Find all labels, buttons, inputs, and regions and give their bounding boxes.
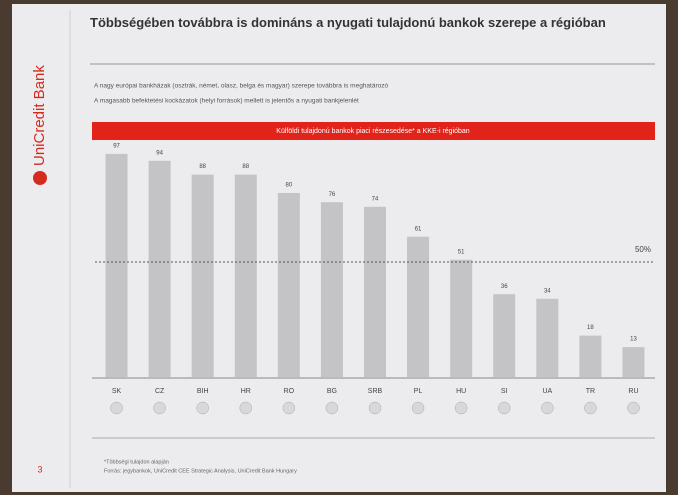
bar <box>493 294 515 377</box>
flag <box>283 402 295 414</box>
x-tick-label: CZ <box>155 388 165 395</box>
value-label: 13 <box>630 337 637 343</box>
value-label: 18 <box>587 325 594 331</box>
x-tick-label: SK <box>112 388 122 395</box>
bar <box>622 347 644 377</box>
flag <box>326 402 338 414</box>
x-tick-label: HU <box>456 388 466 395</box>
flag <box>111 402 123 414</box>
flag <box>369 402 381 414</box>
x-tick-label: HR <box>241 388 251 395</box>
bar <box>407 237 429 377</box>
x-tick-label: PL <box>414 388 423 395</box>
x-tick-label: UA <box>542 388 552 395</box>
x-tick-label: RO <box>284 388 295 395</box>
flag <box>455 402 467 414</box>
flag <box>154 402 166 414</box>
bullet-2: A magasabb befektetési kockázatok (helyi… <box>94 98 359 105</box>
x-tick-label: RU <box>628 388 638 395</box>
logo: UniCredit Bank <box>31 65 48 166</box>
bullet-1: A nagy európai bankházak (osztrák, német… <box>94 83 388 90</box>
value-label: 94 <box>156 150 163 156</box>
flag <box>197 402 209 414</box>
bar <box>106 154 128 377</box>
subtitle: Külföldi tulajdonú bankok piaci részesed… <box>276 128 470 135</box>
value-label: 61 <box>415 226 422 232</box>
logo-icon <box>33 171 47 185</box>
bar <box>321 202 343 377</box>
value-label: 97 <box>113 143 120 149</box>
footnote: *Többségi tulajdon alapján <box>104 459 169 465</box>
x-tick-label: BIH <box>197 388 209 395</box>
bar <box>235 175 257 377</box>
value-label: 76 <box>329 192 336 198</box>
bar <box>149 161 171 377</box>
value-label: 80 <box>286 183 293 189</box>
flag <box>240 402 252 414</box>
slide: UniCredit Bank 3 Többségében továbbra is… <box>0 0 678 495</box>
value-label: 74 <box>372 196 379 202</box>
x-tick-label: SRB <box>368 388 383 395</box>
footnote: Forrás: jegybankok, UniCredit CEE Strate… <box>104 468 297 474</box>
value-label: 34 <box>544 288 551 294</box>
bar <box>278 193 300 377</box>
value-label: 88 <box>199 164 206 170</box>
flag <box>498 402 510 414</box>
bar <box>450 260 472 377</box>
value-label: 36 <box>501 284 508 290</box>
x-tick-label: SI <box>501 388 508 395</box>
title: Többségében továbbra is domináns a nyuga… <box>90 14 650 32</box>
title-box: Többségében továbbra is domináns a nyuga… <box>90 14 650 58</box>
bar <box>536 299 558 377</box>
bar <box>364 207 386 377</box>
flag <box>627 402 639 414</box>
x-tick-label: BG <box>327 388 337 395</box>
bar <box>192 175 214 377</box>
flag <box>412 402 424 414</box>
value-label: 51 <box>458 249 465 255</box>
flag <box>584 402 596 414</box>
bar <box>579 336 601 377</box>
value-label: 88 <box>242 164 249 170</box>
page-number: 3 <box>37 464 42 474</box>
flag <box>541 402 553 414</box>
reference-label: 50% <box>635 245 651 254</box>
x-tick-label: TR <box>586 388 595 395</box>
